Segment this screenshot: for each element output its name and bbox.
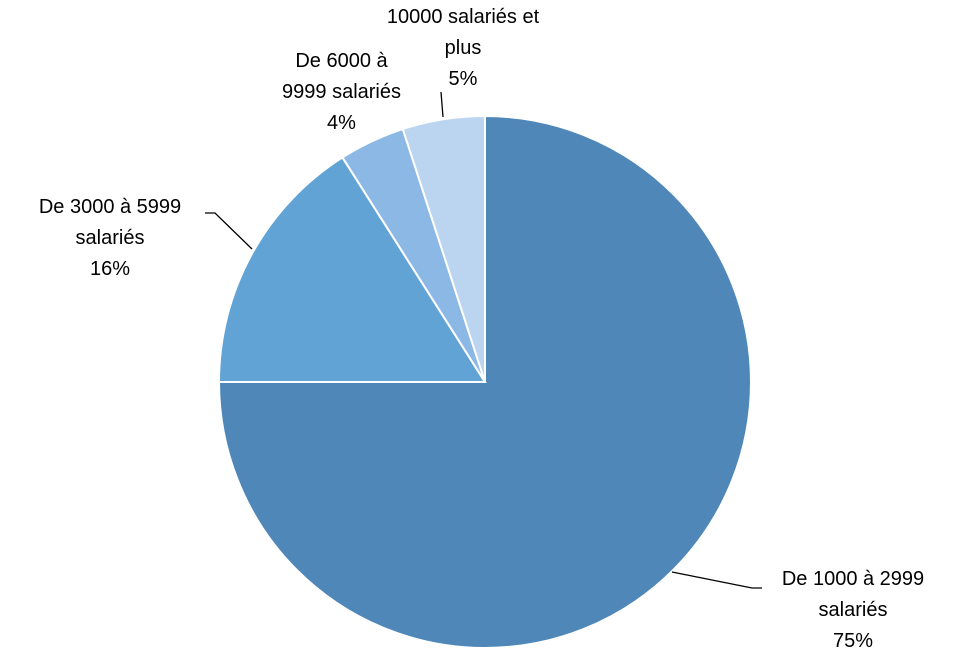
pie-slice xyxy=(401,114,486,383)
category-label: De 1000 à 2999 salariés xyxy=(781,568,925,621)
slice-label: De 1000 à 2999 salariés 75% xyxy=(758,564,948,653)
value-label: 4% xyxy=(327,112,356,134)
category-label: De 3000 à 5999 salariés xyxy=(38,196,182,249)
category-label: De 6000 à 9999 salariés xyxy=(282,50,401,103)
leader-line xyxy=(205,212,253,250)
value-label: 5% xyxy=(448,68,478,90)
leader-line xyxy=(671,571,762,589)
pie-slice xyxy=(217,156,487,383)
leader-line xyxy=(440,91,444,118)
value-label: 16% xyxy=(89,258,131,280)
slices xyxy=(217,114,752,649)
leader-lines xyxy=(205,91,762,589)
slice-label: De 6000 à 9999 salariés 4% xyxy=(274,46,409,139)
slice-label: 10000 salariés et plus 5% xyxy=(378,2,548,95)
value-label: 75% xyxy=(832,630,874,652)
slice-label: De 3000 à 5999 salariés 16% xyxy=(15,192,205,285)
category-label: 10000 salariés et plus xyxy=(386,6,540,59)
